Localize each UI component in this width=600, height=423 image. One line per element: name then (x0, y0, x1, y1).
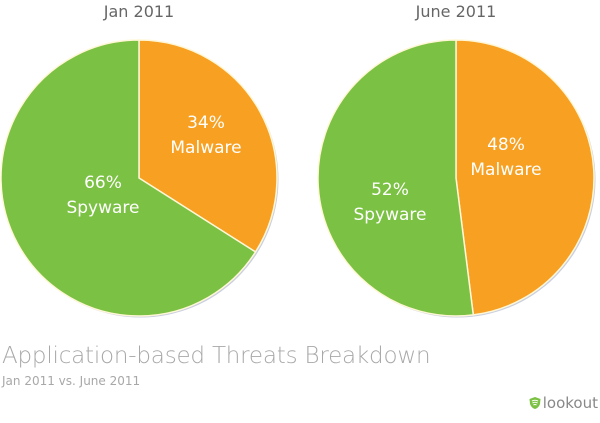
pie-title-jan: Jan 2011 (103, 2, 175, 21)
slice-value-label: 52% (371, 180, 409, 200)
chart-subtitle: Jan 2011 vs. June 2011 (2, 374, 141, 388)
pie-slice-spyware (0, 39, 257, 317)
pie-slice-spyware (317, 39, 475, 317)
slice-value-label: 48% (487, 135, 525, 155)
slice-name-label: Malware (470, 160, 541, 180)
slice-value-label: 34% (187, 113, 225, 133)
slice-name-label: Spyware (66, 198, 139, 218)
slice-value-label: 66% (84, 173, 122, 193)
chart-title: Application-based Threats Breakdown (2, 343, 431, 369)
pie-slice-malware (455, 39, 595, 316)
pie-slice-malware (138, 39, 278, 253)
lookout-logo: lookout (528, 394, 598, 412)
slice-name-label: Malware (170, 138, 241, 158)
logo-text: lookout (542, 394, 598, 412)
shield-icon (529, 397, 541, 409)
pie-title-june: June 2011 (415, 2, 497, 21)
slice-name-label: Spyware (353, 205, 426, 225)
